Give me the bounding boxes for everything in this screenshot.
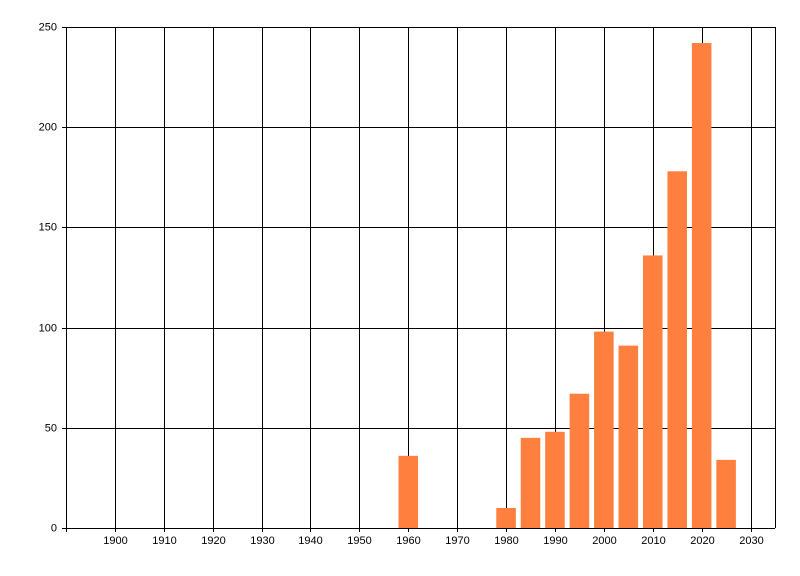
x-tick-label: 1900: [103, 535, 127, 547]
bar: [398, 455, 419, 528]
x-tick-label: 1950: [347, 535, 371, 547]
bar: [520, 437, 541, 528]
bar: [691, 43, 712, 528]
bar: [545, 431, 565, 528]
x-tick-label: 1920: [201, 535, 225, 547]
x-tick-label: 1940: [298, 535, 322, 547]
x-tick-label: 2010: [641, 535, 665, 547]
y-tick-label: 50: [45, 422, 57, 434]
bar: [594, 331, 614, 528]
bar: [618, 345, 639, 528]
bar: [667, 171, 687, 528]
x-tick-label: 1960: [396, 535, 420, 547]
bar: [569, 393, 590, 528]
x-tick-label: 1930: [250, 535, 274, 547]
x-tick-label: 1970: [445, 535, 469, 547]
x-tick-label: 1990: [543, 535, 567, 547]
bar: [642, 255, 663, 528]
x-tick-label: 1910: [152, 535, 176, 547]
bar: [496, 507, 516, 528]
x-tick-label: 1980: [494, 535, 518, 547]
y-tick-label: 0: [51, 522, 57, 534]
x-tick-label: 2030: [739, 535, 763, 547]
x-tick-label: 2020: [690, 535, 714, 547]
y-tick-label: 150: [39, 221, 57, 233]
y-tick-label: 200: [39, 121, 57, 133]
y-tick-label: 100: [39, 322, 57, 334]
y-tick-label: 250: [39, 21, 57, 33]
x-tick-label: 2000: [592, 535, 616, 547]
bar: [716, 459, 736, 528]
